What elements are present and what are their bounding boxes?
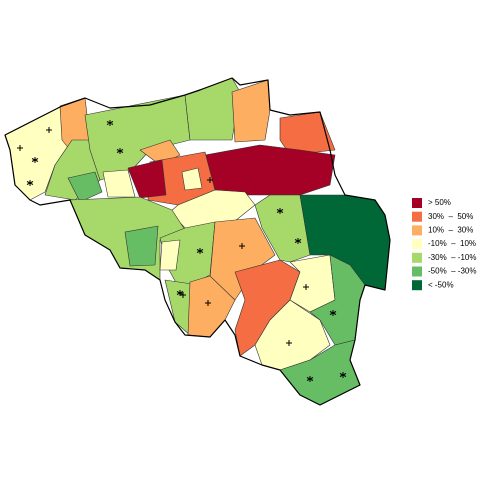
markers — [17, 120, 347, 382]
legend-swatch — [412, 252, 422, 263]
legend-swatch — [412, 198, 422, 208]
legend: > 50% 30% – 50% 10% – 30% -10% – 10% -30% – … — [412, 198, 476, 291]
legend-label: 10% – 30% — [428, 226, 473, 235]
legend-swatch — [412, 280, 422, 291]
region — [254, 194, 311, 263]
region — [184, 77, 241, 141]
legend-swatch — [412, 239, 422, 250]
legend-label: -50% – -30% — [428, 267, 476, 276]
legend-swatch — [412, 225, 422, 236]
region — [181, 167, 203, 191]
regions — [4, 77, 391, 406]
region — [127, 159, 167, 199]
legend-swatch — [412, 266, 422, 277]
star-marker — [26, 120, 347, 382]
legend-label: -10% – 10% — [428, 239, 476, 248]
region — [231, 79, 271, 143]
legend-label: -30% – -10% — [428, 253, 476, 262]
legend-label: > 50% — [428, 198, 451, 207]
region — [67, 171, 103, 203]
legend-swatch — [412, 211, 422, 222]
legend-label: < -50% — [428, 280, 454, 289]
region — [124, 225, 159, 267]
country-outline — [4, 77, 391, 406]
plus-marker — [17, 127, 309, 346]
legend-label: 30% – 50% — [428, 212, 473, 221]
region — [159, 239, 181, 271]
region — [204, 144, 336, 196]
